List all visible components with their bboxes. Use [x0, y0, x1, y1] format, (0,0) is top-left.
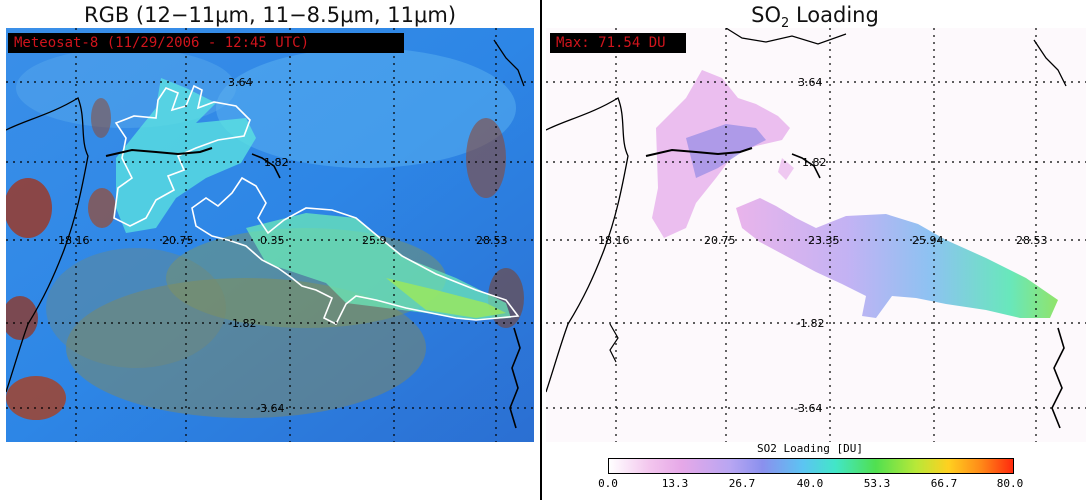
- lon-label: 28.53: [476, 234, 508, 247]
- lon-label: 0.35: [260, 234, 285, 247]
- lon-label: 20.75: [162, 234, 194, 247]
- coastline: [251, 153, 281, 179]
- plume-outline: [113, 84, 251, 227]
- coastline: [493, 39, 525, 87]
- title-prefix: RGB (12−11: [83, 3, 216, 27]
- storm-cell: [6, 296, 38, 340]
- so2-plume-fragment: [778, 158, 794, 180]
- lat-label: -3.64: [794, 402, 822, 415]
- title-rest: Loading: [789, 3, 879, 27]
- colorbar-tick: 13.3: [661, 477, 689, 490]
- rgb-panel: RGB (12−11μm, 11−8.5μm, 11μm): [0, 0, 540, 500]
- so2-plume: [736, 198, 1058, 318]
- title-main: SO: [751, 3, 782, 27]
- cloud-region: [216, 48, 516, 168]
- so2-plume-core: [686, 124, 766, 178]
- lon-label: 23.35: [808, 234, 840, 247]
- lat-label: -3.64: [256, 402, 284, 415]
- colorbar-tick: 66.7: [930, 477, 958, 490]
- lon-label: 28.53: [1016, 234, 1048, 247]
- colorbar-tick: 40.0: [796, 477, 824, 490]
- lat-lon-grid: [6, 28, 534, 442]
- colorbar-tick: 80.0: [996, 477, 1024, 490]
- panel-divider: [540, 0, 542, 500]
- storm-cell: [6, 178, 52, 238]
- title-unit: μm: [215, 3, 249, 27]
- lon-label: 20.75: [704, 234, 736, 247]
- title-mid: , 11−8.5: [249, 3, 341, 27]
- storm-cell: [88, 188, 116, 228]
- storm-cell: [91, 98, 111, 138]
- so2-panel: SO2 Loading: [542, 0, 1088, 500]
- lat-label: 3.64: [798, 76, 823, 89]
- lon-label: 18.16: [58, 234, 90, 247]
- storm-cell: [6, 376, 66, 420]
- plume-fill: [386, 278, 506, 318]
- coastline: [105, 147, 213, 157]
- lat-label: -1.82: [228, 317, 256, 330]
- title-mid: , 11: [373, 3, 414, 27]
- colorbar-tick: 53.3: [863, 477, 891, 490]
- max-value-label: Max: 71.54 DU: [550, 33, 686, 53]
- coastline: [6, 97, 89, 393]
- satellite-timestamp-label: Meteosat-8 (11/29/2006 - 12:45 UTC): [8, 33, 404, 53]
- cloud-texture-region: [46, 248, 226, 368]
- title-unit: μm: [413, 3, 448, 27]
- coastline: [1051, 327, 1065, 429]
- coastline: [791, 153, 821, 179]
- lon-label: 25.9: [362, 234, 387, 247]
- coastline: [1033, 39, 1067, 87]
- title-suffix: ): [447, 3, 457, 27]
- lat-lon-grid: [546, 28, 1086, 442]
- lat-label: 1.82: [802, 156, 827, 169]
- colorbar-tick: 0.0: [598, 477, 618, 490]
- title-subscript: 2: [781, 16, 790, 32]
- cloud-texture-region: [66, 278, 426, 418]
- colorbar-title: SO2 Loading [DU]: [757, 442, 863, 455]
- plume-outline: [191, 176, 520, 326]
- title-unit: μm: [340, 3, 374, 27]
- so2-colorbar: [608, 458, 1014, 474]
- lat-label: -1.82: [796, 317, 824, 330]
- lat-label: 1.82: [264, 156, 289, 169]
- rgb-panel-title: RGB (12−11μm, 11−8.5μm, 11μm): [0, 3, 540, 27]
- coastline: [609, 323, 619, 363]
- coastline: [725, 28, 847, 45]
- so2-panel-title: SO2 Loading: [542, 3, 1088, 31]
- rgb-satellite-map: 3.64 1.82 -1.82 -3.64 18.16 20.75 0.35 2…: [6, 28, 534, 442]
- coastline: [546, 97, 629, 393]
- coastline: [645, 147, 753, 157]
- lon-label: 18.16: [598, 234, 630, 247]
- lat-label: 3.64: [228, 76, 253, 89]
- storm-cell: [466, 118, 506, 198]
- so2-loading-map: 3.64 1.82 -1.82 -3.64 18.16 20.75 23.35 …: [546, 28, 1086, 442]
- colorbar-tick: 26.7: [728, 477, 756, 490]
- coastline: [509, 327, 521, 429]
- lon-label: 25.94: [912, 234, 944, 247]
